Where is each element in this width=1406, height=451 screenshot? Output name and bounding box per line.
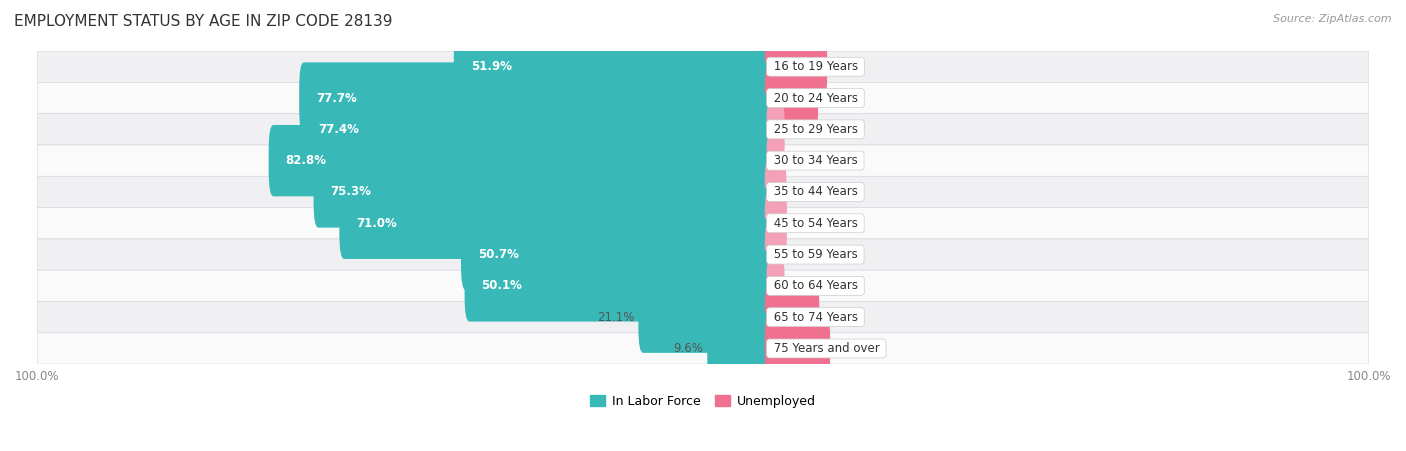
Legend: In Labor Force, Unemployed: In Labor Force, Unemployed [591,395,815,408]
FancyBboxPatch shape [339,188,775,259]
Text: 75.3%: 75.3% [330,185,371,198]
Text: 50.7%: 50.7% [478,248,519,261]
FancyBboxPatch shape [37,333,1369,364]
FancyBboxPatch shape [37,207,1369,239]
FancyBboxPatch shape [464,250,775,322]
Text: 51.9%: 51.9% [471,60,512,73]
Text: 2.0%: 2.0% [790,185,820,198]
FancyBboxPatch shape [461,219,775,290]
Text: 45 to 54 Years: 45 to 54 Years [769,217,862,230]
Text: 0.0%: 0.0% [779,154,808,167]
Text: 2.1%: 2.1% [792,217,821,230]
FancyBboxPatch shape [707,313,775,384]
Text: 7.3%: 7.3% [823,92,852,105]
Text: 55 to 59 Years: 55 to 59 Years [769,248,860,261]
FancyBboxPatch shape [765,281,820,353]
FancyBboxPatch shape [765,62,818,134]
Text: 35 to 44 Years: 35 to 44 Years [769,185,862,198]
Text: 21.1%: 21.1% [596,311,634,324]
FancyBboxPatch shape [314,156,775,228]
Text: 9.6%: 9.6% [673,342,703,355]
Text: 0.0%: 0.0% [779,123,808,136]
FancyBboxPatch shape [766,260,785,312]
FancyBboxPatch shape [37,51,1369,83]
FancyBboxPatch shape [765,31,827,102]
FancyBboxPatch shape [301,94,775,165]
Text: 77.4%: 77.4% [318,123,359,136]
Text: 9.3%: 9.3% [834,342,865,355]
FancyBboxPatch shape [765,313,830,384]
FancyBboxPatch shape [37,239,1369,270]
Text: EMPLOYMENT STATUS BY AGE IN ZIP CODE 28139: EMPLOYMENT STATUS BY AGE IN ZIP CODE 281… [14,14,392,28]
Text: 77.7%: 77.7% [316,92,357,105]
Text: 0.7%: 0.7% [783,248,813,261]
Text: 20 to 24 Years: 20 to 24 Years [769,92,862,105]
Text: Source: ZipAtlas.com: Source: ZipAtlas.com [1274,14,1392,23]
FancyBboxPatch shape [638,281,775,353]
Text: 8.8%: 8.8% [831,60,860,73]
Text: 16 to 19 Years: 16 to 19 Years [769,60,862,73]
Text: 82.8%: 82.8% [285,154,326,167]
FancyBboxPatch shape [37,145,1369,176]
Text: 7.5%: 7.5% [824,311,853,324]
Text: 30 to 34 Years: 30 to 34 Years [769,154,860,167]
Text: 65 to 74 Years: 65 to 74 Years [769,311,862,324]
FancyBboxPatch shape [37,302,1369,333]
FancyBboxPatch shape [37,270,1369,302]
FancyBboxPatch shape [766,134,785,187]
FancyBboxPatch shape [299,62,775,134]
Text: 75 Years and over: 75 Years and over [769,342,883,355]
Text: 0.0%: 0.0% [779,279,808,292]
FancyBboxPatch shape [37,176,1369,207]
Text: 71.0%: 71.0% [356,217,396,230]
FancyBboxPatch shape [269,125,775,196]
FancyBboxPatch shape [454,31,775,102]
FancyBboxPatch shape [765,156,786,228]
Text: 60 to 64 Years: 60 to 64 Years [769,279,862,292]
FancyBboxPatch shape [37,83,1369,114]
FancyBboxPatch shape [765,188,787,259]
FancyBboxPatch shape [37,114,1369,145]
Text: 25 to 29 Years: 25 to 29 Years [769,123,862,136]
FancyBboxPatch shape [765,219,779,290]
FancyBboxPatch shape [766,103,785,156]
Text: 50.1%: 50.1% [481,279,522,292]
